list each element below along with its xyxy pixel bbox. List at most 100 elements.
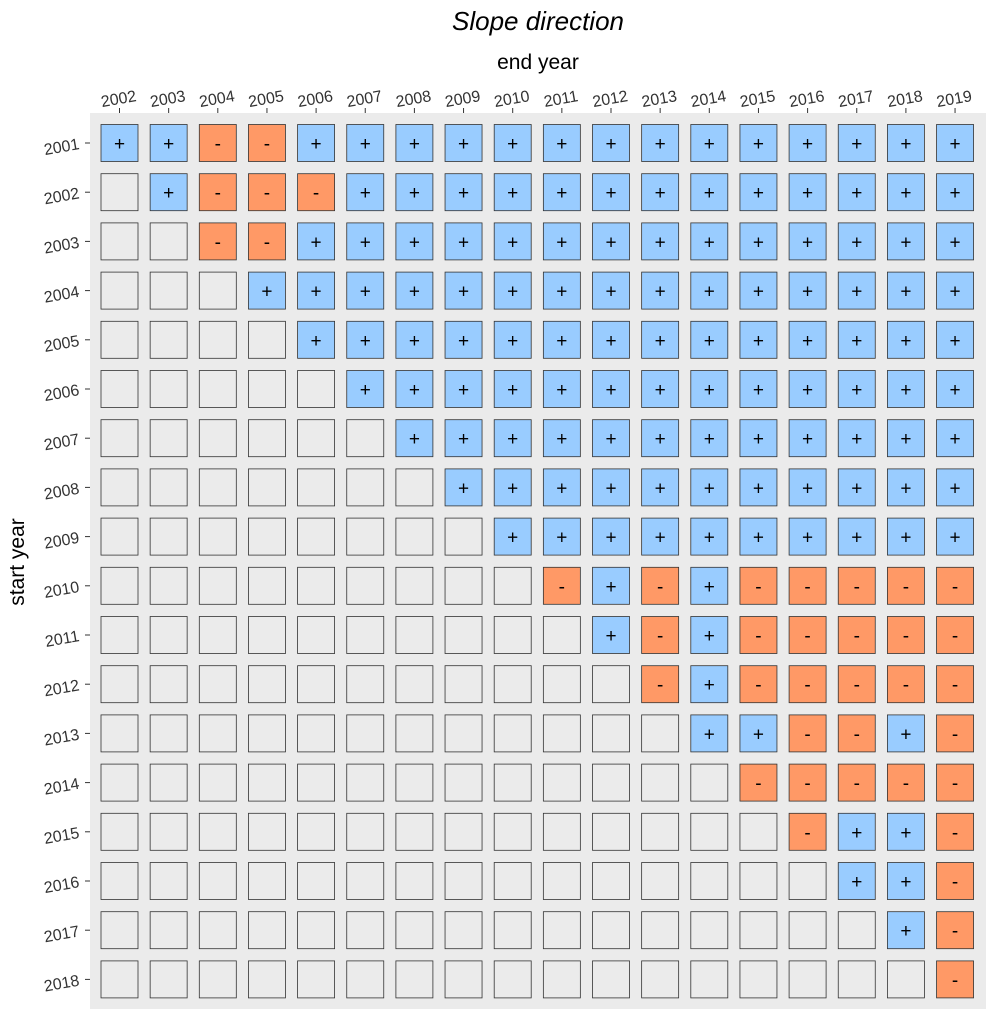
- heatmap-cell-negative: [739, 566, 778, 605]
- heatmap-cell-positive: [346, 320, 385, 359]
- heatmap-cell-positive: [887, 271, 925, 310]
- heatmap-cell-positive: [395, 370, 434, 408]
- heatmap-cell-positive: [542, 173, 581, 212]
- x-tick-label: 2003: [149, 88, 187, 111]
- cell-symbol-positive: +: [851, 872, 862, 893]
- heatmap-cell-positive: [493, 419, 532, 458]
- cell-symbol-positive: +: [753, 331, 764, 352]
- heatmap-cell-empty: [346, 763, 385, 802]
- heatmap-cell-negative: [837, 714, 876, 753]
- heatmap-cell-empty: [297, 960, 336, 999]
- heatmap-cell-positive: [887, 222, 925, 261]
- heatmap-cell-positive: [788, 419, 827, 458]
- heatmap-cell-negative: [887, 763, 925, 802]
- heatmap-cell-positive: [542, 468, 581, 507]
- cell-symbol-positive: +: [605, 528, 616, 549]
- cell-symbol-negative: -: [215, 134, 221, 155]
- y-tick-label: 2011: [44, 628, 81, 651]
- cell-symbol-positive: +: [163, 183, 174, 204]
- cell-symbol-positive: +: [409, 380, 420, 401]
- heatmap-cell-positive: [788, 271, 827, 310]
- heatmap-cell-positive: [837, 468, 876, 507]
- heatmap-cell-positive: [788, 468, 827, 507]
- heatmap-cell-positive: [788, 173, 827, 212]
- heatmap-cell-empty: [198, 616, 237, 654]
- cell-symbol-positive: +: [704, 380, 715, 401]
- heatmap-cell-empty: [641, 862, 680, 900]
- cell-symbol-positive: +: [655, 331, 666, 352]
- x-tick-label: 2012: [591, 88, 629, 111]
- cell-symbol-positive: +: [704, 626, 715, 647]
- heatmap-cell-negative: [936, 616, 974, 654]
- cell-symbol-positive: +: [556, 232, 567, 253]
- heatmap-cell-empty: [739, 960, 778, 999]
- cell-symbol-positive: +: [360, 134, 371, 155]
- heatmap-cell-empty: [592, 960, 630, 999]
- heatmap-cell-positive: [493, 124, 532, 162]
- heatmap-cell-empty: [444, 714, 483, 753]
- cell-symbol-positive: +: [900, 183, 911, 204]
- cell-symbol-positive: +: [753, 724, 764, 745]
- cell-symbol-positive: +: [556, 282, 567, 303]
- heatmap-cell-empty: [248, 714, 286, 753]
- heatmap-cell-empty: [248, 320, 286, 359]
- cell-symbol-positive: +: [311, 134, 322, 155]
- heatmap-cell-empty: [100, 517, 139, 556]
- y-tick-label: 2014: [43, 776, 81, 799]
- cell-symbol-positive: +: [704, 429, 715, 450]
- x-tick-label: 2002: [100, 88, 138, 111]
- heatmap-cell-positive: [346, 271, 385, 310]
- heatmap-cell-empty: [100, 714, 139, 753]
- cell-symbol-positive: +: [802, 380, 813, 401]
- heatmap-cell-positive: [641, 320, 680, 359]
- cell-symbol-positive: +: [949, 331, 960, 352]
- heatmap-cell-positive: [936, 320, 974, 359]
- cell-symbol-negative: -: [854, 675, 860, 696]
- heatmap-cell-positive: [592, 222, 630, 261]
- cell-symbol-positive: +: [900, 380, 911, 401]
- heatmap-cell-positive: [493, 468, 532, 507]
- y-tick-label: 2002: [43, 185, 81, 208]
- heatmap-cell-empty: [198, 763, 237, 802]
- heatmap-cell-empty: [346, 911, 385, 950]
- cell-symbol-positive: +: [900, 282, 911, 303]
- heatmap-cell-positive: [887, 517, 925, 556]
- heatmap-cell-empty: [198, 271, 237, 310]
- heatmap-cell-negative: [248, 124, 286, 162]
- cell-symbol-positive: +: [949, 232, 960, 253]
- cell-symbol-negative: -: [804, 675, 810, 696]
- cell-symbol-positive: +: [851, 528, 862, 549]
- cell-symbol-negative: -: [804, 577, 810, 598]
- heatmap-cell-positive: [641, 173, 680, 212]
- heatmap-cell-empty: [542, 960, 581, 999]
- heatmap-cell-empty: [248, 370, 286, 408]
- heatmap-cell-positive: [887, 173, 925, 212]
- x-axis-title: end year: [497, 51, 579, 74]
- heatmap-cell-negative: [837, 665, 876, 704]
- heatmap-cell-positive: [592, 468, 630, 507]
- heatmap-cell-negative: [936, 714, 974, 753]
- heatmap-cell-positive: [395, 419, 434, 458]
- heatmap-cell-empty: [641, 714, 680, 753]
- y-tick-label: 2016: [43, 874, 81, 897]
- heatmap-cell-positive: [542, 320, 581, 359]
- heatmap-cell-empty: [297, 911, 336, 950]
- heatmap-cell-negative: [887, 665, 925, 704]
- y-tick-label: 2004: [43, 284, 81, 307]
- heatmap-cell-negative: [739, 665, 778, 704]
- heatmap-cell-positive: [542, 419, 581, 458]
- heatmap-cell-positive: [346, 370, 385, 408]
- cell-symbol-positive: +: [507, 282, 518, 303]
- heatmap-cell-empty: [248, 468, 286, 507]
- heatmap-cell-empty: [346, 566, 385, 605]
- cell-symbol-positive: +: [851, 478, 862, 499]
- heatmap-cell-positive: [297, 222, 336, 261]
- heatmap-cell-negative: [887, 616, 925, 654]
- heatmap-cell-empty: [198, 665, 237, 704]
- heatmap-cell-empty: [100, 763, 139, 802]
- y-tick-label: 2005: [43, 333, 81, 356]
- heatmap-cell-positive: [641, 517, 680, 556]
- heatmap-cell-negative: [936, 812, 974, 851]
- cell-symbol-negative: -: [657, 626, 663, 647]
- heatmap-cell-positive: [641, 370, 680, 408]
